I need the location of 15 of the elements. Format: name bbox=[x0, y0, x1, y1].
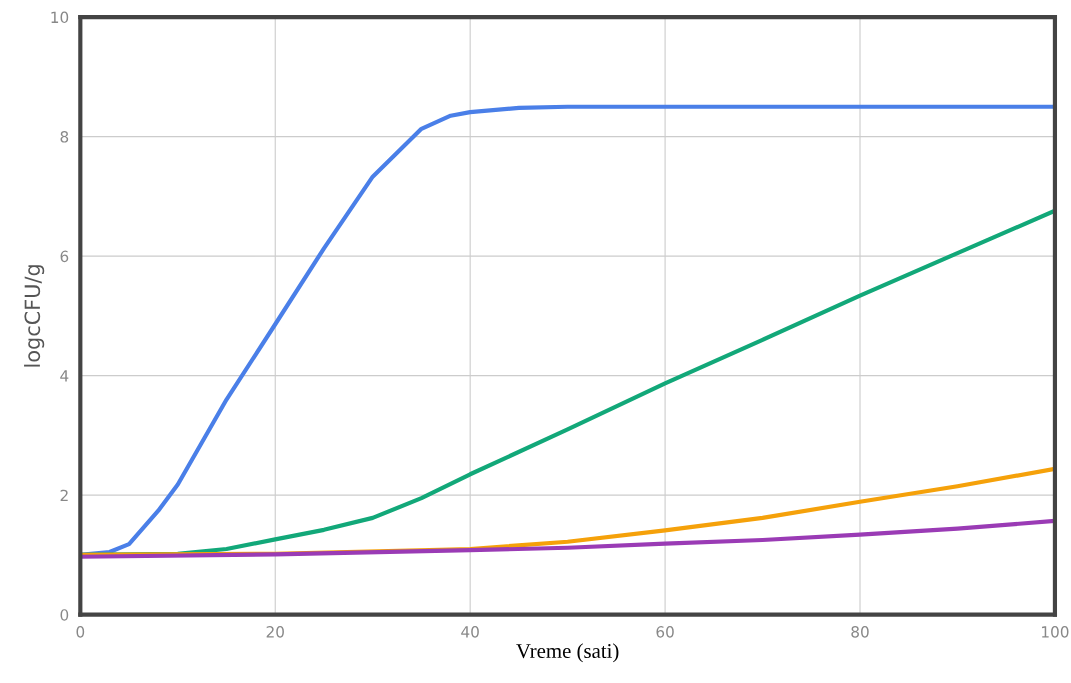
x-tick-label: 20 bbox=[266, 626, 284, 638]
y-tick-label: 10 bbox=[51, 11, 69, 24]
x-tick-label: 0 bbox=[76, 626, 85, 638]
y-tick-label: 8 bbox=[60, 131, 69, 143]
x-tick-label: 60 bbox=[656, 626, 674, 638]
x-tick-label: 100 bbox=[1042, 626, 1069, 638]
y-tick-label: 2 bbox=[60, 489, 68, 501]
x-axis-title: Vreme (sati) bbox=[516, 643, 619, 663]
line-series bbox=[80, 518, 1055, 559]
x-tick-label: 80 bbox=[851, 626, 869, 638]
y-axis-title: logcCFU/g bbox=[24, 265, 45, 367]
y-tick-label: 4 bbox=[60, 370, 69, 382]
y-tick-label: 6 bbox=[60, 250, 69, 263]
y-tick-label: 0 bbox=[60, 609, 69, 621]
x-tick-label: 40 bbox=[461, 626, 479, 638]
